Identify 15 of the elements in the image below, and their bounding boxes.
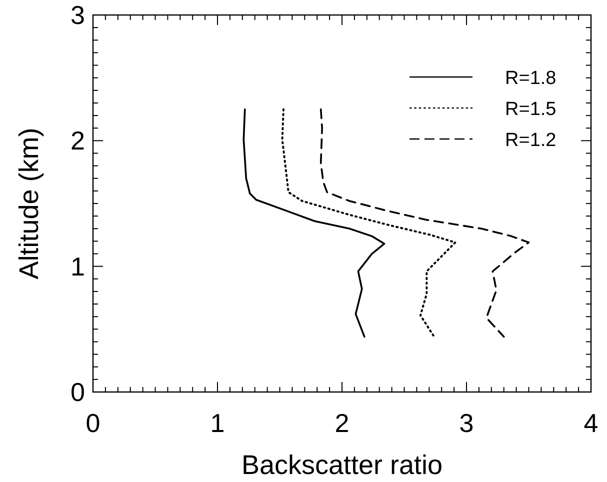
- line-series: [242, 108, 386, 338]
- y-tick-label: 1: [70, 251, 85, 282]
- x-tick-label: 4: [584, 408, 598, 438]
- y-tick-label: 3: [70, 0, 85, 30]
- y-tick-label: 2: [70, 126, 85, 156]
- line-series: [281, 108, 456, 338]
- x-tick-label: 1: [210, 408, 225, 438]
- x-tick-label: 3: [459, 408, 474, 438]
- legend-label: R=1.8: [505, 68, 556, 89]
- legend-label: R=1.2: [505, 130, 556, 151]
- legend-label: R=1.5: [505, 99, 556, 120]
- x-axis-title: Backscatter ratio: [241, 450, 443, 480]
- x-tick-label: 2: [334, 408, 350, 438]
- y-tick-label: 0: [70, 377, 85, 407]
- y-axis-title: Altitude (km): [14, 128, 44, 280]
